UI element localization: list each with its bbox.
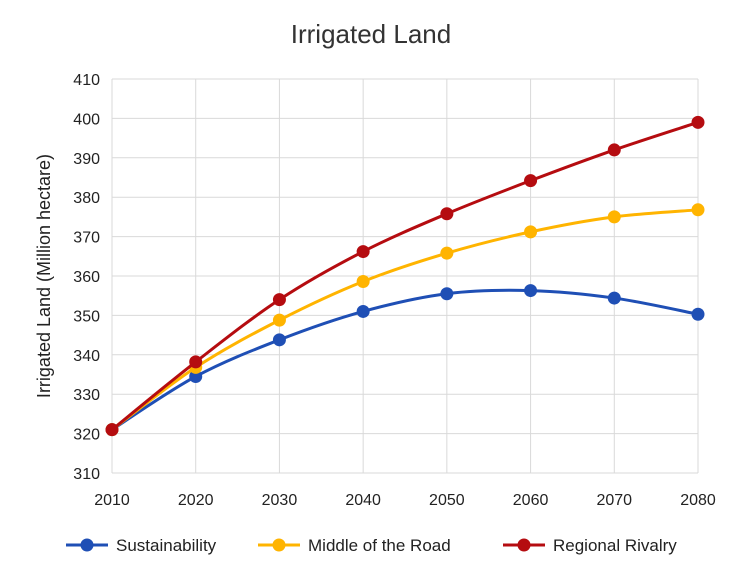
y-tick-label: 380 [73,190,100,207]
data-point [356,275,370,289]
data-point [607,143,621,157]
x-tick-label: 2010 [94,492,130,509]
data-point [524,225,538,239]
tick-labels: 310 320 330 340 350 360 370 380 390 400 410 2010 202… [73,72,716,509]
y-tick-label: 410 [73,72,100,89]
x-tick-label: 2030 [262,492,298,509]
data-point [607,210,621,224]
x-tick-label: 2040 [345,492,381,509]
y-tick-label: 330 [73,387,100,404]
legend-marker [517,538,531,552]
y-tick-label: 310 [73,466,100,483]
y-tick-label: 360 [73,269,100,286]
legend-item: Middle of the Road [258,536,451,555]
x-tick-label: 2070 [596,492,632,509]
series-group [105,115,705,437]
legend-label: Sustainability [116,536,217,555]
data-point [272,293,286,307]
series-line [111,288,699,431]
y-tick-label: 320 [73,427,100,444]
legend-item: Sustainability [66,536,217,555]
gridlines [111,78,699,474]
x-tick-label: 2080 [680,492,716,509]
y-tick-label: 340 [73,348,100,365]
chart-title: Irrigated Land [291,19,451,49]
legend-marker [80,538,94,552]
y-tick-label: 400 [73,111,100,128]
series-sustainability [105,284,705,437]
data-point [440,246,454,260]
data-point [189,355,203,369]
data-point [440,207,454,221]
y-tick-label: 390 [73,151,100,168]
legend-label: Middle of the Road [308,536,451,555]
data-point [524,174,538,188]
x-tick-label: 2060 [513,492,549,509]
data-point [272,313,286,327]
x-tick-label: 2020 [178,492,214,509]
y-tick-label: 350 [73,308,100,325]
legend-item: Regional Rivalry [503,536,677,555]
data-point [691,307,705,321]
legend-label: Regional Rivalry [553,536,677,555]
data-point [691,203,705,217]
y-axis-title: Irrigated Land (Million hectare) [34,154,54,398]
data-point [189,369,203,383]
data-point [691,115,705,129]
legend: Sustainability Middle of the Road Regional… [66,536,677,555]
data-point [356,304,370,318]
legend-marker [272,538,286,552]
data-point [105,423,119,437]
series-line [111,208,699,431]
y-tick-label: 370 [73,230,100,247]
data-point [356,245,370,259]
data-point [607,291,621,305]
series-regional-rivalry [105,115,705,437]
data-point [440,287,454,301]
data-point [272,333,286,347]
data-point [524,284,538,298]
x-tick-label: 2050 [429,492,465,509]
